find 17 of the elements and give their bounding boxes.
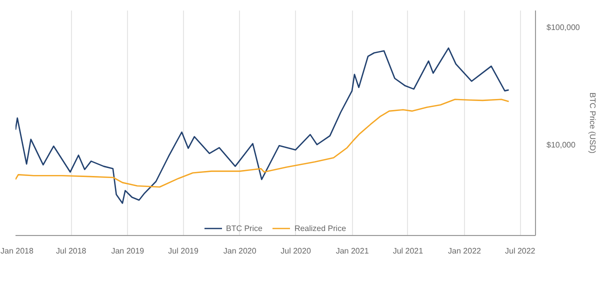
y-axis-title: BTC Price (USD) bbox=[588, 92, 597, 154]
x-tick-label: Jan 2022 bbox=[448, 246, 482, 256]
x-tick-label: Jan 2020 bbox=[223, 246, 257, 256]
x-tick-label: Jan 2019 bbox=[111, 246, 145, 256]
y-tick-label: $100,000 bbox=[546, 23, 580, 32]
x-tick-label: Jul 2022 bbox=[505, 246, 536, 256]
x-tick-label: Jul 2021 bbox=[392, 246, 424, 256]
legend-label: BTC Price bbox=[226, 223, 262, 233]
y-tick-label: $10,000 bbox=[546, 140, 576, 150]
x-tick-label: Jul 2019 bbox=[168, 246, 199, 256]
line-series bbox=[16, 47, 510, 204]
x-tick-label: Jan 2018 bbox=[0, 246, 34, 256]
x-tick-label: Jul 2018 bbox=[56, 246, 87, 256]
x-tick-label: Jan 2021 bbox=[336, 246, 370, 256]
legend-label: Realized Price bbox=[294, 223, 346, 233]
line-series bbox=[16, 98, 510, 188]
x-tick-label: Jul 2020 bbox=[280, 246, 312, 256]
